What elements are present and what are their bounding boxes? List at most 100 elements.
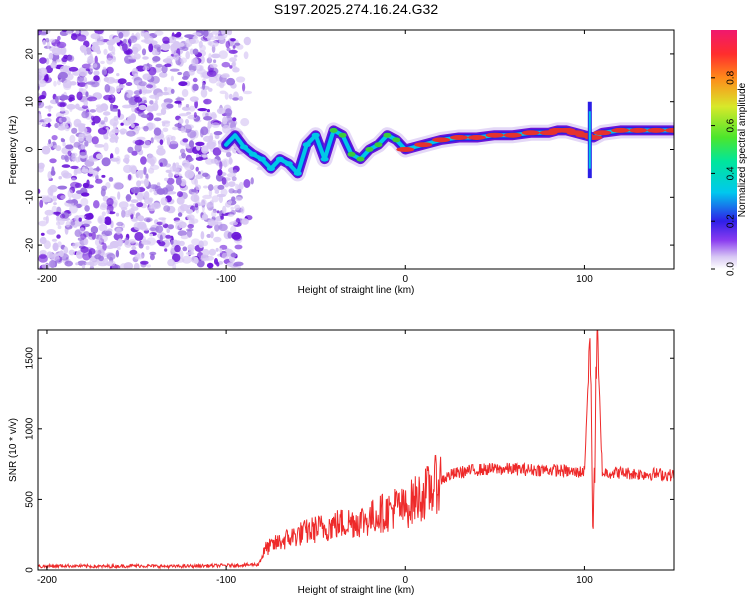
spectrogram-noise-cell — [130, 123, 135, 129]
spectrogram-noise-cell — [59, 102, 66, 108]
spectrogram-noise-cell — [62, 65, 69, 73]
spectrogram-noise-cell — [90, 115, 95, 121]
spectrogram-noise-cell — [225, 112, 232, 118]
spectrogram-noise-cell — [160, 42, 171, 51]
spectrogram-noise-cell — [38, 253, 47, 259]
spectrogram-noise-cell — [166, 103, 174, 109]
spectrogram-noise-cell — [97, 127, 108, 135]
spectrogram-noise-cell — [149, 184, 159, 190]
spectrogram-noise-cell — [91, 136, 99, 145]
spectrogram-noise-cell — [38, 220, 48, 227]
spectrogram-noise-cell — [243, 179, 251, 188]
spectrogram-noise-cell — [111, 128, 120, 134]
spectrogram-noise-cell — [116, 155, 121, 165]
spectrogram-noise-cell — [67, 150, 72, 157]
spectrogram-noise-cell — [212, 147, 222, 156]
spectrogram-noise-cell — [59, 250, 64, 257]
spectrogram-noise-cell — [193, 35, 198, 40]
spectrogram-noise-cell — [134, 73, 138, 78]
spectrogram-noise-cell — [200, 72, 204, 78]
spectrogram-noise-cell — [123, 164, 133, 174]
spectrogram-noise-cell — [106, 219, 112, 226]
spectrogram-noise-cell — [201, 30, 206, 36]
spectrogram-noise-cell — [82, 182, 89, 189]
spectrogram-noise-cell — [102, 111, 111, 116]
spectrogram-noise-cell — [81, 192, 90, 197]
spectrogram-noise-cell — [61, 56, 68, 63]
spectrogram-noise-cell — [211, 122, 220, 128]
spectrogram-noise-cell — [165, 234, 172, 239]
spectrogram-noise-cell — [220, 215, 224, 220]
spectrogram-noise-cell — [82, 166, 86, 171]
colorbar-tick-label: 0.4 — [726, 166, 737, 180]
spectrogram-noise-cell — [178, 113, 189, 117]
spectrogram-noise-cell — [202, 135, 213, 142]
spectrogram-noise-cell — [216, 193, 226, 198]
spectrogram-ridge-peak — [249, 151, 257, 157]
spectrogram-noise-cell — [164, 177, 169, 182]
spectrogram-noise-cell — [93, 200, 100, 209]
spectrogram-noise-cell — [102, 242, 107, 251]
spectrogram-noise-cell — [152, 56, 161, 62]
spectrogram-noise-cell — [210, 231, 214, 239]
spectrogram-noise-cell — [201, 145, 209, 154]
spectrogram-noise-cell — [164, 248, 168, 252]
spectrogram-noise-cell — [101, 157, 111, 167]
spectrogram-noise-cell — [114, 146, 120, 155]
spectrogram-noise-cell — [123, 55, 133, 64]
spectrogram-noise-cell — [65, 199, 76, 204]
spectrogram-noise-cell — [131, 150, 138, 156]
spectrogram-noise-cell — [140, 156, 147, 165]
spectrogram-noise-cell — [124, 210, 134, 215]
spectrogram-noise-cell — [188, 140, 195, 148]
spectrogram-noise-cell — [127, 174, 132, 181]
spectrogram-noise-cell — [53, 202, 57, 206]
spectrogram-noise-cell — [129, 35, 138, 43]
spectrogram-noise-cell — [142, 238, 147, 243]
spectrogram-x-label: Height of straight line (km) — [298, 285, 415, 296]
spectrogram-noise-cell — [82, 251, 91, 261]
spectrogram-noise-cell — [97, 215, 106, 225]
spectrogram-noise-cell — [104, 84, 111, 93]
spectrogram-noise-cell — [250, 177, 254, 185]
spectrogram-noise-cell — [115, 212, 120, 217]
spectrogram-noise-cell — [148, 43, 154, 53]
spectrogram-noise-cell — [110, 133, 117, 140]
spectrogram-noise-cell — [134, 139, 145, 146]
spectrogram-noise-cell — [192, 77, 198, 83]
spectrogram-noise-cell — [132, 43, 142, 52]
spectrogram-noise-cell — [73, 141, 81, 148]
spectrogram-noise-cell — [89, 109, 97, 113]
spectrogram-noise-cell — [106, 57, 114, 65]
spectrogram-noise-cell — [104, 230, 113, 237]
spectrogram-noise-cell — [52, 211, 61, 215]
spectrogram-noise-cell — [169, 68, 180, 72]
spectrogram-noise-cell — [170, 75, 174, 82]
spectrogram-noise-cell — [148, 66, 157, 76]
spectrogram-noise-cell — [60, 137, 64, 142]
spectrogram-noise-cell — [240, 118, 250, 127]
spectrogram-x-ticks: -200 -100 0 100 — [37, 30, 593, 285]
spectrogram-noise-cell — [73, 169, 78, 176]
spectrogram-noise-cell — [198, 240, 204, 249]
spectrogram-noise-cell — [109, 118, 119, 127]
spectrogram-noise-cell — [180, 148, 186, 154]
spectrogram-noise-cell — [160, 107, 167, 115]
spectrogram-noise-cell — [134, 143, 142, 153]
spectrogram-ridge-peak — [392, 137, 401, 143]
snr-x-tick-label: -100 — [216, 575, 236, 586]
spectrogram-noise-cell — [195, 141, 205, 146]
colorbar-gradient — [711, 30, 737, 269]
spectrogram-noise-cell — [198, 40, 203, 49]
spectrogram-ridge-peak — [338, 132, 347, 138]
spectrogram-noise-cell — [173, 53, 180, 61]
spectrogram-noise-cell — [209, 63, 218, 69]
spectrogram-noise-cell — [119, 84, 125, 89]
spectrogram-noise-cell — [230, 225, 237, 234]
spectrogram-noise-cell — [61, 116, 67, 123]
spectrogram-noise-cell — [208, 75, 218, 84]
spectrogram-noise-cell — [235, 196, 243, 202]
spectrogram-noise-cell — [119, 128, 128, 134]
spectrogram-noise-cell — [67, 189, 74, 199]
spectrogram-noise-cell — [50, 170, 56, 176]
